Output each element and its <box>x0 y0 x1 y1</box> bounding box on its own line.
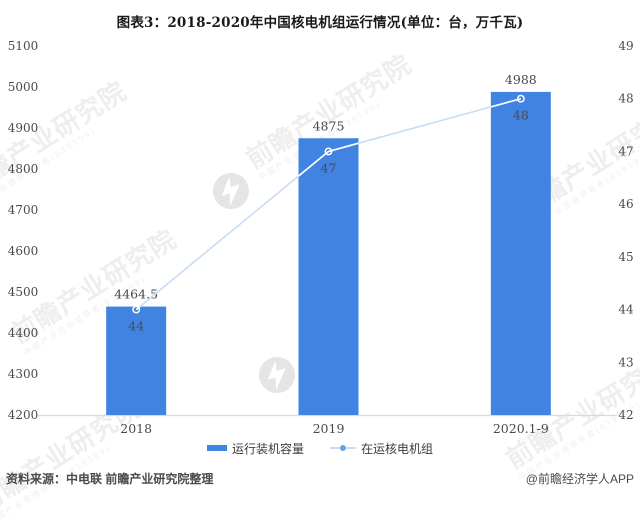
left-axis-tick-label: 4500 <box>8 285 39 299</box>
bar-value-label: 4988 <box>505 72 537 87</box>
right-axis-tick-label: 44 <box>618 303 634 317</box>
bar-value-label: 4464.5 <box>114 287 158 302</box>
line-value-label: 48 <box>513 108 529 123</box>
right-axis-tick-label: 45 <box>618 250 633 264</box>
left-axis-tick-label: 4600 <box>8 244 39 258</box>
right-axis-tick-label: 43 <box>618 355 633 369</box>
right-axis-tick-label: 46 <box>618 197 633 211</box>
bar-2020.1-9 <box>490 91 551 416</box>
left-axis-tick-label: 4200 <box>8 408 39 422</box>
left-axis-tick-label: 4400 <box>8 326 39 340</box>
right-axis-tick-label: 47 <box>618 144 633 158</box>
bar-series-swatch-icon <box>206 445 227 451</box>
x-axis-category-label: 2019 <box>313 421 345 436</box>
chart-legend: 运行装机容量 在运核电机组 <box>0 440 640 456</box>
bar-value-label: 4875 <box>313 118 345 133</box>
left-axis-tick-label: 4800 <box>8 162 39 176</box>
legend-item-line-series: 在运核电机组 <box>330 440 433 457</box>
bar-2018 <box>106 306 167 415</box>
left-axis-tick-label: 5100 <box>8 39 39 53</box>
chart-title: 图表3：2018-2020年中国核电机组运行情况(单位：台，万千瓦) <box>116 15 524 31</box>
legend-item-bar-series: 运行装机容量 <box>206 440 304 457</box>
left-axis-tick-label: 4300 <box>8 367 39 381</box>
line-series-swatch-icon <box>330 445 356 451</box>
right-axis-tick-label: 49 <box>618 39 633 53</box>
left-axis-tick-label: 5000 <box>8 80 39 94</box>
line-value-label: 44 <box>128 319 144 334</box>
right-axis-tick-label: 48 <box>618 92 633 106</box>
right-axis-tick-label: 42 <box>618 408 633 422</box>
legend-label: 运行装机容量 <box>231 441 304 456</box>
x-axis-category-label: 2018 <box>120 421 152 436</box>
bar-2019 <box>298 138 359 415</box>
line-marker-icon <box>516 94 525 103</box>
x-axis-category-label: 2020.1-9 <box>493 421 549 436</box>
line-marker-icon <box>132 305 141 314</box>
legend-label: 在运核电机组 <box>361 441 434 456</box>
line-value-label: 47 <box>321 160 337 175</box>
data-source-note: 资料来源：中电联 前瞻产业研究院整理 <box>6 472 214 486</box>
line-marker-icon <box>324 147 333 156</box>
credit-note: @前瞻经济学人APP <box>525 472 634 486</box>
chart-plot-area: 5100 5000 4900 4800 4700 4600 4500 4400 4300 4200… <box>8 39 634 436</box>
left-axis-tick-label: 4700 <box>8 203 39 217</box>
left-axis-tick-label: 4900 <box>8 121 39 135</box>
line-marker-dot-icon <box>340 445 346 451</box>
